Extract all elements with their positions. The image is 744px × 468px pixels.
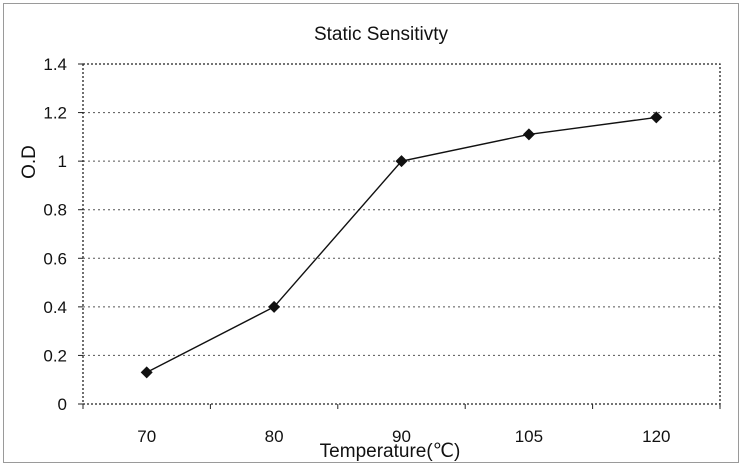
y-tick-label: 0.6 [43,249,67,268]
data-point-marker [140,366,153,379]
x-axis-label: Temperature(℃) [320,441,461,462]
data-point-marker [650,111,663,124]
y-tick-label: 0.2 [43,346,67,365]
data-point-marker [268,300,281,313]
x-tick-label: 120 [642,427,670,446]
y-axis-ticks: 0 0.2 0.4 0.6 0.8 1 1.2 1.4 [43,55,83,414]
y-axis-label: O.D [19,145,40,179]
x-tick-label: 105 [515,427,543,446]
y-tick-label: 1.4 [43,55,67,74]
y-tick-label: 1.2 [43,104,67,123]
data-point-marker [395,155,408,168]
chart-frame [3,3,739,463]
y-tick-label: 1 [58,152,67,171]
plot-area [82,63,721,405]
data-point-marker [522,128,535,141]
x-axis-ticks: 70 80 90 105 120 [82,404,721,446]
x-tick-label: 80 [265,427,284,446]
y-tick-label: 0.8 [43,201,67,220]
x-tick-label: 70 [137,427,156,446]
x-tick-label: 90 [392,427,411,446]
y-tick-label: 0.4 [43,298,67,317]
series-layer [140,111,663,379]
gridlines [83,112,720,356]
chart-title: Static Sensitivty [314,24,449,45]
y-tick-label: 0 [58,395,67,414]
